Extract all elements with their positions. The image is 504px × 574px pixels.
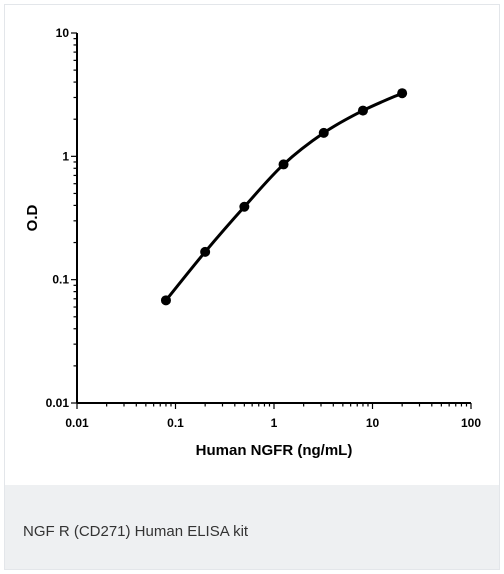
- chart-area: 0.01 0.1 1 10 100 10 1 0.1 0.01 Human NGFR (ng/mL…: [5, 5, 499, 483]
- x-tick-label: 0.01: [65, 416, 89, 430]
- data-point: [200, 246, 211, 257]
- data-point: [318, 127, 329, 138]
- data-point: [357, 105, 368, 116]
- x-tick-label: 100: [461, 416, 481, 430]
- x-tick-label: 1: [271, 416, 278, 430]
- data-point: [278, 159, 289, 170]
- product-caption: NGF R (CD271) Human ELISA kit: [23, 523, 249, 540]
- product-card: 0.01 0.1 1 10 100 10 1 0.1 0.01 Human NGFR (ng/mL…: [4, 4, 500, 570]
- standard-curve-chart: 0.01 0.1 1 10 100 10 1 0.1 0.01 Human NGFR (ng/mL…: [24, 26, 481, 459]
- y-tick-label: 0.1: [52, 273, 69, 287]
- data-point: [160, 295, 171, 306]
- x-axis-title: Human NGFR (ng/mL): [196, 442, 353, 459]
- data-point: [239, 201, 250, 212]
- x-tick-label: 0.1: [167, 416, 184, 430]
- caption-box: NGF R (CD271) Human ELISA kit: [5, 485, 499, 569]
- y-tick-label: 1: [62, 149, 69, 163]
- x-tick-label: 10: [366, 416, 380, 430]
- data-point: [397, 88, 408, 99]
- y-tick-label: 10: [56, 26, 70, 40]
- series-line: [164, 91, 404, 302]
- y-tick-label: 0.01: [46, 396, 70, 410]
- y-axis-title: O.D: [24, 205, 41, 232]
